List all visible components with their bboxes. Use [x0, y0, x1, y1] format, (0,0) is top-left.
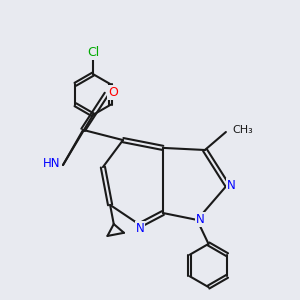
Text: N: N: [196, 213, 205, 226]
Text: N: N: [227, 178, 236, 192]
Text: O: O: [108, 86, 118, 99]
Text: HN: HN: [43, 157, 60, 170]
Text: CH₃: CH₃: [232, 124, 253, 135]
Text: Cl: Cl: [87, 46, 99, 59]
Text: N: N: [136, 222, 145, 235]
